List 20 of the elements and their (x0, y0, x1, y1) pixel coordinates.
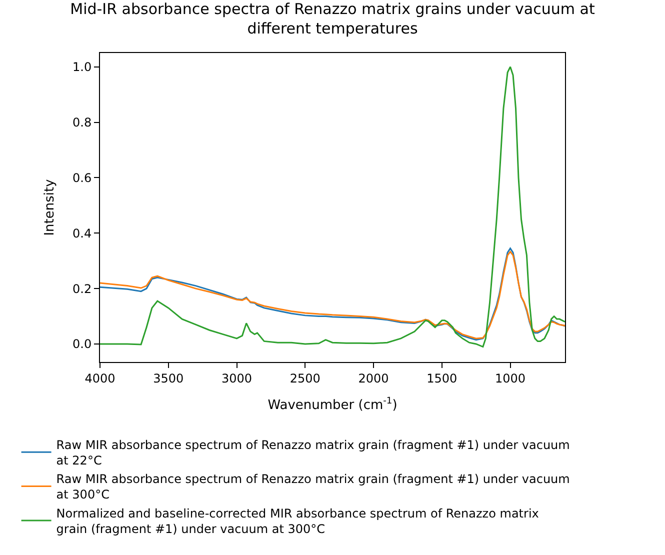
y-tick-label: 1.0 (72, 60, 92, 74)
x-tick-label: 2000 (358, 371, 389, 386)
y-tick-label: 0.6 (72, 170, 92, 185)
legend-label: Normalized and baseline-corrected MIR absorbance spectrum of Renazzo matrix grain (fragment #1) under vacuum at 300°C (56, 506, 539, 536)
line-series (100, 66, 565, 348)
y-axis-title: Intensity (42, 178, 58, 236)
x-tick-label: 1000 (495, 371, 526, 386)
y-tick-label: 0.4 (72, 226, 92, 240)
x-tick-label: 3000 (221, 371, 252, 386)
chart-title: Mid-IR absorbance spectra of Renazzo matrix grains under vacuum at different temperatures (70, 0, 595, 38)
x-tick-label: 1500 (426, 371, 458, 386)
x-axis-title: Wavenumber (cm$^{-1}$) (268, 396, 398, 413)
y-tick-label: 0.2 (72, 282, 92, 296)
legend-label: Raw MIR absorbance spectrum of Renazzo matrix grain (fragment #1) under vacuum at 300°C (56, 472, 570, 502)
x-tick-label: 2500 (290, 371, 320, 386)
legend-label: Raw MIR absorbance spectrum of Renazzo matrix grain (fragment #1) under vacuum at 22°C (56, 438, 570, 468)
y-tick-label: 0.0 (72, 337, 92, 352)
x-tick-label: 3500 (153, 371, 184, 386)
y-tick-label: 0.8 (72, 115, 92, 130)
x-tick-label: 4000 (84, 371, 116, 386)
